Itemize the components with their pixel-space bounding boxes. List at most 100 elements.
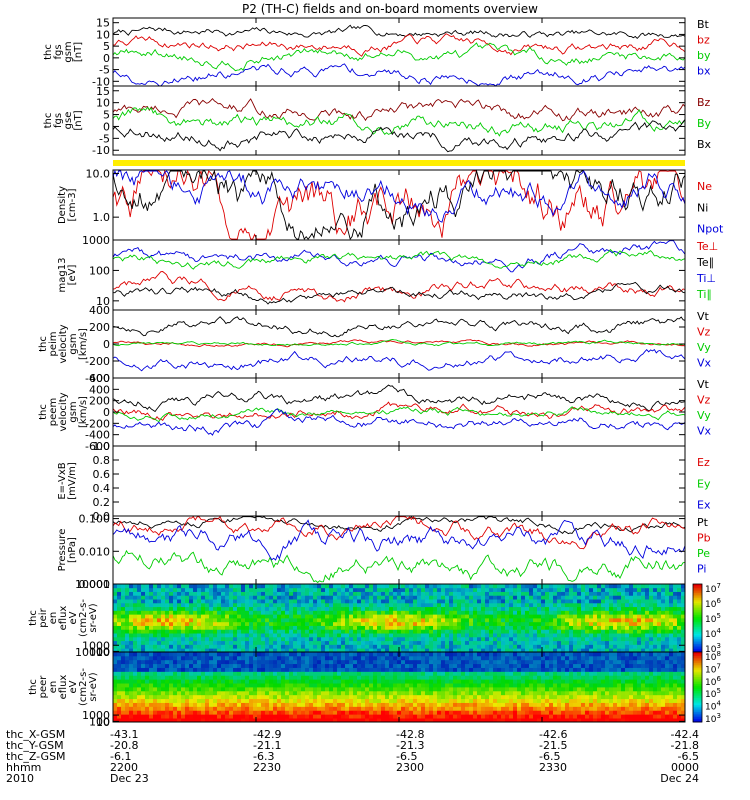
legend-entry: Pe — [697, 547, 710, 560]
spectrogram-cell — [133, 687, 138, 692]
spectrogram-cell — [369, 652, 374, 657]
spectrogram-cell — [617, 606, 622, 611]
spectrogram-cell — [409, 679, 414, 684]
spectrogram-cell — [533, 602, 538, 608]
spectrogram-cell — [177, 683, 182, 688]
legend-entry: Bx — [697, 138, 712, 151]
spectrogram-cell — [433, 679, 438, 684]
spectrogram-cell — [341, 614, 346, 619]
spectrogram-cell — [409, 629, 414, 634]
spectrogram-cell — [221, 610, 226, 615]
spectrogram-cell — [345, 675, 350, 680]
spectrogram-cell — [133, 587, 138, 592]
spectrogram-cell — [353, 625, 358, 630]
spectrogram-cell — [257, 610, 262, 615]
spectrogram-cell — [169, 618, 174, 623]
colorbar-step — [693, 589, 702, 592]
spectrogram-cell — [537, 667, 542, 672]
spectrogram-cell — [125, 606, 130, 611]
spectrogram-cell — [161, 648, 166, 653]
spectrogram-cell — [269, 671, 274, 676]
spectrogram-cell — [609, 610, 614, 615]
spectrogram-cell — [289, 584, 294, 589]
spectrogram-cell — [541, 718, 546, 723]
spectrogram-cell — [373, 629, 378, 634]
spectrogram-cell — [497, 698, 502, 703]
spectrogram-cell — [289, 606, 294, 611]
spectrogram-cell — [497, 706, 502, 711]
spectrogram-cell — [437, 629, 442, 634]
spectrogram-cell — [217, 702, 222, 707]
spectrogram-cell — [397, 591, 402, 596]
spectrogram-cell — [529, 591, 534, 596]
spectrogram-cell — [569, 640, 574, 645]
spectrogram-cell — [377, 610, 382, 615]
spectrogram-cell — [157, 648, 162, 653]
spectrogram-cell — [541, 687, 546, 692]
spectrogram-cell — [341, 718, 346, 723]
spectrogram-cell — [525, 694, 530, 700]
spectrogram-cell — [121, 667, 126, 672]
spectrogram-cell — [193, 702, 198, 707]
spectrogram-cell — [193, 636, 198, 642]
y-axis-label: fgs — [53, 44, 64, 59]
spectrogram-cell — [361, 710, 366, 715]
spectrogram-cell — [369, 671, 374, 676]
spectrogram-cell — [645, 625, 650, 630]
spectrogram-cell — [417, 655, 422, 661]
spectrogram-cell — [285, 659, 290, 665]
spectrogram-cell — [653, 621, 658, 626]
spectrogram-cell — [129, 663, 134, 668]
spectrogram-cell — [385, 675, 390, 680]
spectrogram-cell — [165, 655, 170, 661]
spectrogram-cell — [473, 679, 478, 684]
spectrogram-cell — [529, 659, 534, 665]
spectrogram-cell — [409, 710, 414, 715]
spectrogram-cell — [189, 655, 194, 661]
spectrogram-cell — [573, 618, 578, 623]
spectrogram-cell — [297, 710, 302, 715]
spectrogram-cell — [121, 663, 126, 668]
spectrogram-cell — [541, 675, 546, 680]
spectrogram-cell — [233, 618, 238, 623]
spectrogram-cell — [301, 679, 306, 684]
spectrogram-cell — [309, 702, 314, 707]
spectrogram-cell — [213, 675, 218, 680]
spectrogram-cell — [125, 652, 130, 657]
spectrogram-cell — [433, 599, 438, 604]
spectrogram-cell — [441, 640, 446, 645]
spectrogram-cell — [461, 625, 466, 630]
spectrogram-cell — [157, 606, 162, 611]
spectrogram-cell — [313, 659, 318, 665]
spectrogram-cell — [453, 687, 458, 692]
spectrogram-cell — [653, 584, 658, 589]
spectrogram-cell — [481, 606, 486, 611]
spectrogram-cell — [665, 644, 670, 649]
spectrogram-cell — [153, 648, 158, 653]
spectrogram-cell — [465, 644, 470, 649]
spectrogram-cell — [461, 621, 466, 626]
spectrogram-cell — [313, 602, 318, 608]
spectrogram-cell — [317, 648, 322, 653]
spectrogram-cell — [601, 599, 606, 604]
spectrogram-cell — [517, 659, 522, 665]
spectrogram-cell — [605, 648, 610, 653]
spectrogram-cell — [253, 663, 258, 668]
spectrogram-cell — [325, 671, 330, 676]
spectrogram-cell — [601, 629, 606, 634]
spectrogram-cell — [273, 599, 278, 604]
spectrogram-cell — [249, 663, 254, 668]
spectrogram-cell — [501, 663, 506, 668]
spectrogram-cell — [313, 675, 318, 680]
spectrogram-cell — [393, 694, 398, 700]
spectrogram-cell — [361, 652, 366, 657]
spectrogram-cell — [257, 625, 262, 630]
spectrogram-cell — [549, 614, 554, 619]
spectrogram-cell — [141, 679, 146, 684]
spectrogram-cell — [189, 671, 194, 676]
spectrogram-cell — [321, 655, 326, 661]
y-tick-label: 5 — [103, 109, 110, 122]
spectrogram-cell — [621, 595, 626, 600]
spectrogram-cell — [121, 675, 126, 680]
